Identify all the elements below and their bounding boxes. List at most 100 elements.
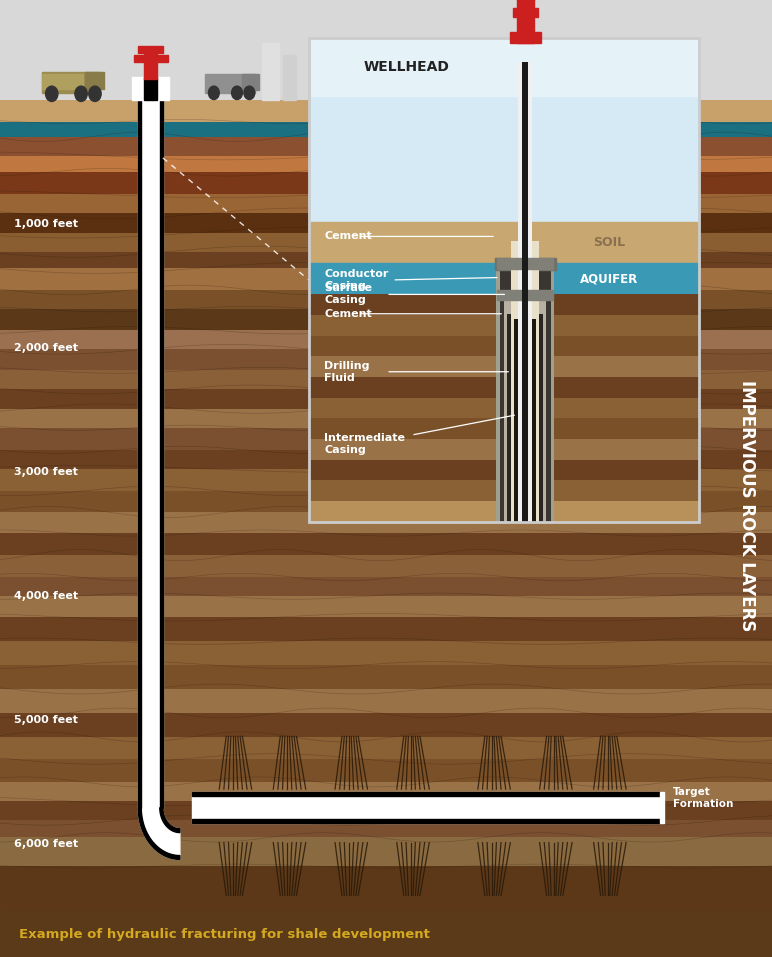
Text: Cement: Cement <box>324 309 372 319</box>
Bar <box>0 100 772 122</box>
Bar <box>0 911 772 957</box>
Bar <box>309 356 699 377</box>
Bar <box>504 295 547 522</box>
Bar <box>0 782 772 801</box>
Bar <box>516 0 533 43</box>
Polygon shape <box>138 808 180 859</box>
Bar <box>522 62 528 522</box>
Bar <box>0 820 772 837</box>
Bar <box>507 314 543 522</box>
Bar <box>0 349 772 370</box>
Circle shape <box>208 86 219 100</box>
Bar <box>138 100 163 808</box>
Bar <box>660 792 664 823</box>
Bar <box>283 55 296 100</box>
Text: 3,000 feet: 3,000 feet <box>14 467 78 478</box>
Bar <box>496 258 554 522</box>
Circle shape <box>46 86 58 101</box>
Bar <box>0 491 772 512</box>
Text: Conductor
Casing: Conductor Casing <box>324 269 389 291</box>
Bar <box>0 213 772 233</box>
Bar <box>132 77 169 100</box>
Text: WELLHEAD: WELLHEAD <box>364 60 449 75</box>
Circle shape <box>89 86 101 101</box>
Bar <box>309 398 699 418</box>
Bar <box>138 46 163 53</box>
Bar <box>309 38 699 222</box>
Bar <box>0 577 772 596</box>
Bar <box>0 268 772 290</box>
Bar <box>309 418 699 439</box>
Bar <box>511 241 539 522</box>
Bar <box>0 450 772 469</box>
Bar <box>0 555 772 577</box>
Bar <box>160 100 163 808</box>
Polygon shape <box>160 808 180 833</box>
Bar <box>0 233 772 252</box>
Bar <box>192 792 660 796</box>
Bar <box>309 336 699 356</box>
Bar <box>0 172 772 194</box>
Bar <box>309 38 699 522</box>
Bar <box>0 533 772 555</box>
Bar <box>242 74 259 90</box>
Text: 1,000 feet: 1,000 feet <box>14 219 78 230</box>
Bar <box>0 641 772 665</box>
Bar <box>497 258 554 269</box>
Bar <box>495 258 556 270</box>
Text: Drilling
Fluid: Drilling Fluid <box>324 361 370 383</box>
Bar <box>42 72 100 93</box>
Bar <box>0 409 772 428</box>
Bar <box>0 866 772 911</box>
Bar <box>85 72 104 89</box>
Bar <box>309 263 699 295</box>
Bar <box>144 77 157 100</box>
Bar <box>510 32 540 43</box>
Bar <box>0 156 772 172</box>
Bar <box>518 62 532 522</box>
Text: AQUIFER: AQUIFER <box>580 272 638 285</box>
Bar <box>0 122 772 137</box>
Bar <box>0 665 772 689</box>
Bar <box>262 43 279 100</box>
Bar <box>0 737 772 759</box>
Bar <box>309 439 699 459</box>
Text: IMPERVIOUS ROCK LAYERS: IMPERVIOUS ROCK LAYERS <box>738 380 757 632</box>
Bar <box>0 837 772 866</box>
Bar <box>309 222 699 263</box>
Bar <box>0 801 772 820</box>
Bar <box>309 315 699 336</box>
Bar <box>138 100 141 808</box>
Text: Intermediate
Casing: Intermediate Casing <box>324 434 405 456</box>
Text: Surface
Casing: Surface Casing <box>324 283 372 305</box>
Bar <box>134 55 168 62</box>
Bar <box>0 290 772 309</box>
Polygon shape <box>138 808 180 859</box>
Bar <box>309 377 699 398</box>
Bar <box>309 295 699 315</box>
Bar <box>497 290 554 300</box>
Text: SOIL: SOIL <box>593 236 625 249</box>
Bar <box>0 137 772 156</box>
Bar <box>0 759 772 782</box>
Bar <box>0 330 772 349</box>
Bar <box>0 617 772 641</box>
Bar <box>309 38 699 522</box>
Text: Example of hydraulic fracturing for shale development: Example of hydraulic fracturing for shal… <box>19 927 430 941</box>
Bar <box>309 459 699 480</box>
Bar <box>309 38 699 97</box>
Text: 6,000 feet: 6,000 feet <box>14 839 78 849</box>
Bar <box>144 51 157 79</box>
Bar <box>0 252 772 268</box>
Text: Cement: Cement <box>324 232 372 241</box>
Circle shape <box>232 86 242 100</box>
Circle shape <box>244 86 255 100</box>
Circle shape <box>75 86 87 101</box>
Text: 5,000 feet: 5,000 feet <box>14 715 78 725</box>
Bar <box>205 74 255 93</box>
Bar <box>0 469 772 491</box>
Bar <box>513 8 537 17</box>
Bar <box>42 74 83 89</box>
Bar <box>0 713 772 737</box>
Bar <box>0 428 772 450</box>
